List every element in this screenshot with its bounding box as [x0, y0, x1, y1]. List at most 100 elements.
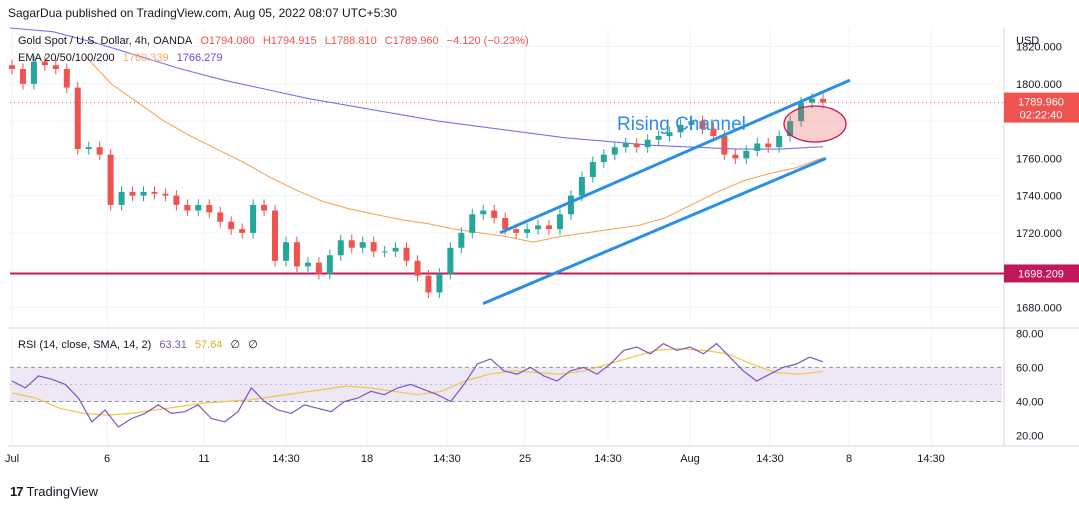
candle-body [447, 247, 454, 274]
rsi-tick-label: 40.00 [1016, 396, 1044, 408]
channel-lower-line [482, 156, 827, 306]
candle-body [688, 121, 695, 125]
candle-body [140, 191, 147, 196]
candle-body [19, 68, 26, 84]
candle-body [491, 210, 498, 218]
ema-value-2: 1766.279 [176, 52, 223, 64]
time-tick-label: Jul [5, 453, 19, 465]
time-tick-label: 18 [361, 453, 373, 465]
rsi-line [11, 342, 824, 428]
candle-body [809, 98, 816, 103]
candle-body [151, 191, 158, 194]
candle-body [458, 232, 465, 248]
candle-body [655, 136, 662, 140]
candle-body [633, 143, 640, 148]
time-tick-label: 14:30 [917, 453, 945, 465]
rsi-label[interactable]: RSI (14, close, SMA, 14, 2) [18, 339, 152, 351]
candle-body [184, 204, 191, 211]
candle-body [206, 204, 213, 213]
candle-body [567, 195, 574, 215]
ema-lines [9, 27, 824, 243]
candle-body [776, 136, 783, 148]
support-price-label-bg [1004, 264, 1079, 283]
open-value: O1794.080 [200, 35, 255, 47]
candles [9, 55, 826, 299]
time-tick-label: 14:30 [433, 453, 461, 465]
rising-channel[interactable]: Rising Channel [482, 78, 851, 306]
tradingview-brand[interactable]: 17 TradingView [10, 484, 98, 499]
time-tick-label: 6 [104, 453, 110, 465]
candle-body [370, 242, 377, 252]
candle-body [118, 191, 125, 205]
tradingview-logo-icon: 17 [10, 484, 24, 499]
candle-body [304, 262, 311, 267]
candle-body [513, 229, 520, 233]
candle-body [30, 61, 37, 84]
candle-body [480, 210, 487, 215]
time-tick-label: 14:30 [756, 453, 784, 465]
symbol-legend[interactable]: Gold Spot / U.S. Dollar, 4h, OANDA O1794… [18, 35, 534, 47]
candle-body [272, 210, 279, 261]
candle-body [787, 121, 794, 137]
channel-upper-line [499, 78, 851, 235]
candle-body [524, 229, 531, 233]
candle-body [414, 260, 421, 276]
candle-body [63, 68, 70, 88]
rsi-extra-2: ∅ [248, 339, 258, 351]
candle-body [502, 217, 509, 230]
time-tick-label: 11 [198, 453, 209, 465]
candle-body [622, 143, 629, 148]
time-tick-label: Aug [680, 453, 700, 465]
high-value: H1794.915 [262, 35, 317, 47]
rsi-extra-1: ∅ [230, 339, 241, 351]
candle-body [820, 98, 826, 103]
candle-body [425, 275, 432, 293]
price-tick-label: 1680.000 [1016, 302, 1062, 314]
candle-body [239, 229, 246, 233]
price-tick-label: 1740.000 [1016, 191, 1062, 203]
time-tick-label: 25 [519, 453, 531, 465]
ema-label[interactable]: EMA 20/50/100/200 [18, 52, 115, 64]
main-pane-bg [8, 28, 1004, 328]
candle-body [556, 214, 563, 230]
candle-body [721, 136, 728, 155]
candle-body [326, 255, 333, 274]
ema-value-1: 1760.339 [122, 52, 169, 64]
price-tick-label: 1820.000 [1016, 42, 1062, 54]
candle-body [743, 150, 750, 159]
candle-body [52, 65, 59, 69]
rsi-pane [10, 342, 1002, 428]
rsi-legend[interactable]: RSI (14, close, SMA, 14, 2) 63.31 57.64 … [18, 338, 263, 351]
candle-body [315, 262, 322, 274]
candle-body [535, 225, 542, 230]
candle-body [261, 204, 268, 211]
price-tick-label: 1760.000 [1016, 153, 1062, 165]
candle-body [129, 191, 136, 196]
candle-body [765, 143, 772, 148]
current-price-label-bg [1004, 92, 1079, 123]
candle-body [282, 242, 289, 261]
candle-body [699, 121, 706, 129]
candle-body [9, 65, 15, 69]
highlight-ellipse[interactable] [783, 105, 847, 143]
candle-body [250, 204, 257, 233]
low-value: L1788.810 [324, 35, 377, 47]
countdown-label: 02:22:40 [1020, 110, 1063, 122]
rsi-sma-value: 57.64 [194, 339, 223, 351]
ema-legend[interactable]: EMA 20/50/100/200 1760.339 1766.279 [18, 52, 228, 64]
candle-body [677, 124, 684, 133]
change-value: −4.120 (−0.23%) [446, 35, 529, 47]
symbol-name[interactable]: Gold Spot / U.S. Dollar, 4h, OANDA [18, 35, 193, 47]
candle-body [578, 177, 585, 196]
ema-20-50-line [84, 55, 824, 243]
candle-body [710, 128, 717, 137]
candle-body [359, 242, 366, 248]
candle-body [85, 147, 92, 150]
candle-body [798, 102, 805, 122]
candle-body [436, 273, 443, 293]
rsi-tick-label: 60.00 [1016, 362, 1044, 374]
price-tick-label: 1720.000 [1016, 228, 1062, 240]
